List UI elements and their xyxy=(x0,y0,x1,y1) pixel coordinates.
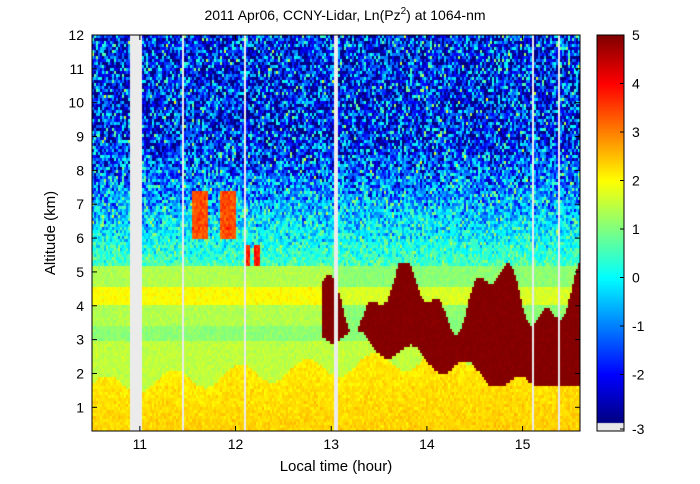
colorbar-tick-label: 1 xyxy=(632,221,640,237)
x-axis-ticks: 11 12 13 14 15 xyxy=(133,35,531,452)
colorbar-tick-label: 2 xyxy=(632,173,640,189)
x-tick-label: 12 xyxy=(228,436,244,452)
y-tick-label: 6 xyxy=(76,230,84,246)
y-tick-label: 2 xyxy=(76,365,84,381)
chart-title-suffix: ) at 1064-nm xyxy=(406,7,485,23)
colorbar-tick-label: 3 xyxy=(632,124,640,140)
colorbar-tick-label: 4 xyxy=(632,76,640,92)
x-tick-label: 11 xyxy=(133,436,148,452)
colorbar-tick-label: 0 xyxy=(632,270,640,286)
plot-area xyxy=(91,34,581,432)
x-tick-label: 14 xyxy=(419,436,435,452)
y-axis-label: Altitude (km) xyxy=(42,191,59,275)
y-tick-label: 3 xyxy=(76,332,84,348)
colorbar-ticks: -3 -2 -1 0 1 2 3 4 5 xyxy=(620,27,645,437)
colorbar-tick-label: -3 xyxy=(632,421,645,437)
y-tick-label: 4 xyxy=(76,298,84,314)
chart-title: 2011 Apr06, CCNY-Lidar, Ln(Pz2) at 1064-… xyxy=(204,6,485,23)
y-tick-label: 7 xyxy=(76,196,84,212)
y-tick-label: 12 xyxy=(68,27,84,43)
y-tick-label: 1 xyxy=(76,399,84,415)
x-tick-label: 15 xyxy=(515,436,531,452)
chart-title-superscript: 2 xyxy=(401,6,407,17)
colorbar-gradient xyxy=(597,35,624,431)
colorbar-frame xyxy=(596,34,625,432)
x-tick-label: 13 xyxy=(323,436,339,452)
y-tick-label: 10 xyxy=(68,95,84,111)
colorbar-tick-label: -2 xyxy=(632,367,645,383)
y-tick-label: 11 xyxy=(69,61,84,77)
y-tick-label: 8 xyxy=(76,162,84,178)
colorbar-tick-label: 5 xyxy=(632,27,640,43)
colorbar: -3 -2 -1 0 1 2 3 4 5 xyxy=(596,27,645,437)
chart-title-prefix: 2011 Apr06, CCNY-Lidar, Ln(Pz xyxy=(204,7,400,23)
plot-frame xyxy=(91,34,581,432)
x-axis-label: Local time (hour) xyxy=(280,458,393,475)
y-tick-label: 5 xyxy=(76,264,84,280)
y-tick-label: 9 xyxy=(76,129,84,145)
heatmap-image xyxy=(92,35,580,431)
colorbar-tick-label: -1 xyxy=(632,318,645,334)
